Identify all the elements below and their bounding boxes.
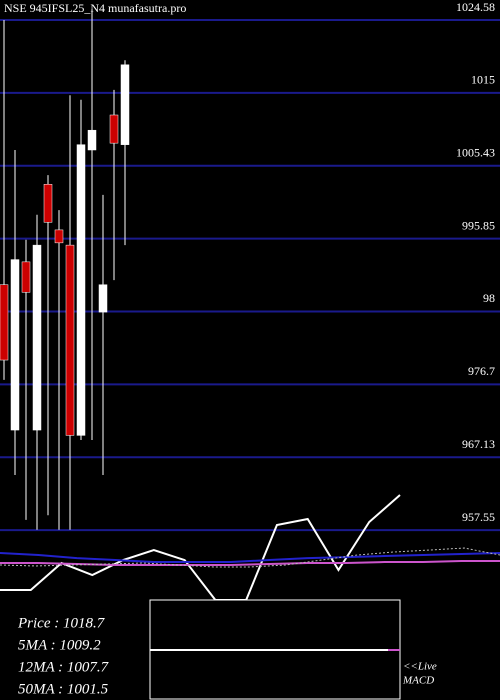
y-tick-label: 976.7: [468, 364, 495, 378]
candle-body: [54, 229, 64, 244]
chart-title: NSE 945IFSL25_N4 munafasutra.pro: [4, 1, 186, 15]
indicator-line: [0, 560, 500, 566]
candle-body: [76, 144, 86, 436]
y-tick-label: 995.85: [462, 218, 495, 232]
y-tick-label: 1005.43: [456, 146, 495, 160]
indicator-line: [0, 552, 500, 564]
y-tick-label: 98: [483, 291, 495, 305]
candle-body: [87, 129, 97, 151]
stat-line: Price : 1018.7: [17, 615, 106, 631]
annotation: MACD: [402, 675, 434, 687]
indicator-line: [0, 494, 401, 601]
y-tick-label: 1015: [471, 73, 495, 87]
candle-body: [65, 244, 75, 436]
candle-body: [98, 284, 108, 313]
indicator-line: [0, 547, 500, 568]
annotation: <<Live: [403, 661, 437, 673]
y-tick-label: 967.13: [462, 437, 495, 451]
stat-line: 50MA : 1001.5: [18, 681, 109, 697]
y-tick-label: 957.55: [462, 510, 495, 524]
candle-body: [0, 284, 9, 361]
candle-body: [109, 114, 119, 144]
stat-line: 5MA : 1009.2: [18, 637, 101, 653]
candle-body: [10, 259, 20, 431]
y-tick-label: 1024.58: [456, 0, 495, 14]
candle-body: [120, 64, 130, 145]
candle-body: [21, 261, 31, 293]
candle-body: [43, 183, 53, 223]
candle-body: [32, 244, 42, 431]
stat-line: 12MA : 1007.7: [18, 659, 110, 675]
